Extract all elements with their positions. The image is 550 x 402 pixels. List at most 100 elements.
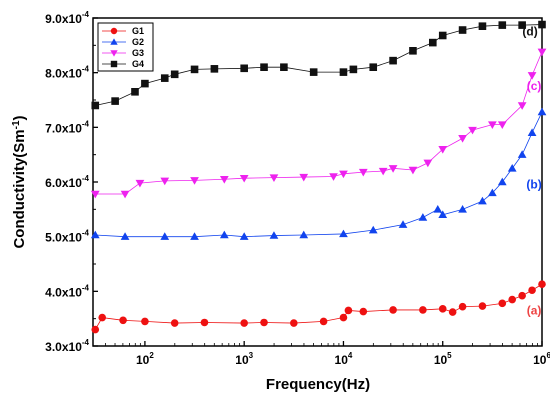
data-point — [433, 204, 443, 213]
data-point — [111, 97, 119, 105]
data-point — [339, 68, 348, 76]
data-point — [141, 79, 149, 88]
data-point — [498, 21, 507, 29]
data-point — [319, 317, 328, 326]
curve-label: (c) — [527, 79, 542, 93]
data-point — [240, 64, 248, 73]
data-point — [339, 229, 348, 238]
data-point — [90, 190, 100, 199]
data-point — [200, 318, 209, 327]
data-point — [497, 177, 507, 186]
data-point — [339, 170, 348, 179]
y-axis-title-close: ) — [11, 115, 28, 120]
data-point — [339, 313, 348, 322]
data-point — [408, 166, 418, 175]
legend-label: G1 — [132, 26, 144, 36]
data-point — [135, 179, 145, 188]
data-point — [269, 174, 279, 182]
x-tick-label: 103 — [235, 351, 253, 367]
series-g4 — [91, 20, 546, 110]
data-point — [458, 302, 467, 311]
data-point — [190, 65, 199, 74]
data-point — [349, 65, 358, 74]
data-point — [378, 167, 388, 176]
series-g2 — [90, 107, 547, 240]
legend-marker — [110, 27, 118, 35]
data-point — [527, 128, 537, 137]
series-line — [95, 111, 543, 238]
data-point — [497, 121, 507, 129]
legend-label: G3 — [132, 48, 144, 58]
data-point — [219, 230, 229, 239]
data-point — [448, 308, 457, 316]
data-point — [498, 299, 507, 308]
data-point — [160, 177, 170, 186]
data-point — [537, 48, 547, 57]
data-point — [487, 188, 497, 197]
data-point — [160, 232, 170, 240]
data-point — [438, 210, 448, 219]
data-point — [527, 72, 537, 80]
data-point — [239, 232, 249, 240]
data-point — [190, 177, 199, 185]
data-point — [537, 107, 547, 116]
data-point — [280, 63, 288, 71]
legend-marker — [110, 50, 118, 57]
data-point — [170, 319, 179, 327]
data-point — [91, 101, 100, 110]
y-tick-label: 9.0x10-4 — [45, 10, 89, 26]
data-point — [131, 88, 139, 96]
data-point — [538, 280, 546, 289]
curve-label: (d) — [522, 24, 537, 38]
data-point — [344, 306, 353, 315]
data-point — [438, 31, 447, 40]
plot-frame — [92, 17, 543, 347]
data-point — [389, 56, 397, 65]
legend-label: G4 — [132, 59, 144, 69]
data-point — [329, 173, 338, 181]
data-point — [239, 174, 249, 183]
data-point — [269, 231, 279, 239]
y-tick-label: 6.0x10-4 — [45, 174, 89, 190]
data-point — [260, 318, 268, 327]
data-point — [359, 307, 368, 316]
series-g3 — [90, 48, 547, 199]
legend-label: G2 — [132, 37, 144, 47]
data-point — [90, 230, 100, 239]
data-point — [368, 225, 378, 234]
data-point — [438, 305, 447, 313]
data-point — [141, 317, 149, 326]
data-point — [358, 168, 368, 177]
data-point — [290, 319, 298, 327]
data-point — [508, 295, 517, 304]
x-tick-label: 106 — [533, 351, 550, 367]
y-tick-label: 4.0x10-4 — [45, 283, 89, 299]
data-point — [119, 316, 127, 325]
data-point — [299, 173, 309, 182]
data-point — [517, 150, 527, 158]
x-tick-label: 104 — [335, 351, 353, 367]
data-point — [528, 286, 536, 295]
legend-marker — [110, 60, 118, 68]
y-axis-title: Conductivity(Sm-1) — [11, 115, 28, 248]
y-axis-title-main: Conductivity(Sm — [11, 129, 28, 248]
x-tick-label: 102 — [136, 351, 154, 367]
x-axis-title: Frequency(Hz) — [266, 376, 370, 393]
data-point — [478, 302, 487, 310]
data-point — [240, 319, 248, 327]
x-tick-label: 105 — [434, 351, 452, 367]
annotation-layer: (a) (b) (c) (d) — [522, 24, 541, 317]
data-point — [170, 70, 179, 79]
data-point — [389, 306, 397, 314]
data-point — [478, 22, 487, 30]
y-tick-label: 7.0x10-4 — [45, 119, 89, 135]
data-point — [98, 313, 107, 322]
data-point — [160, 74, 169, 82]
data-point — [418, 213, 428, 221]
data-point — [458, 26, 467, 34]
y-axis: 3.0x10-4 4.0x10-4 5.0x10-4 6.0x10-4 7.0x10-4… — [45, 10, 98, 354]
x-axis: 102 103 104 105 106 — [92, 341, 550, 367]
data-point — [428, 38, 437, 47]
data-point — [507, 163, 517, 172]
